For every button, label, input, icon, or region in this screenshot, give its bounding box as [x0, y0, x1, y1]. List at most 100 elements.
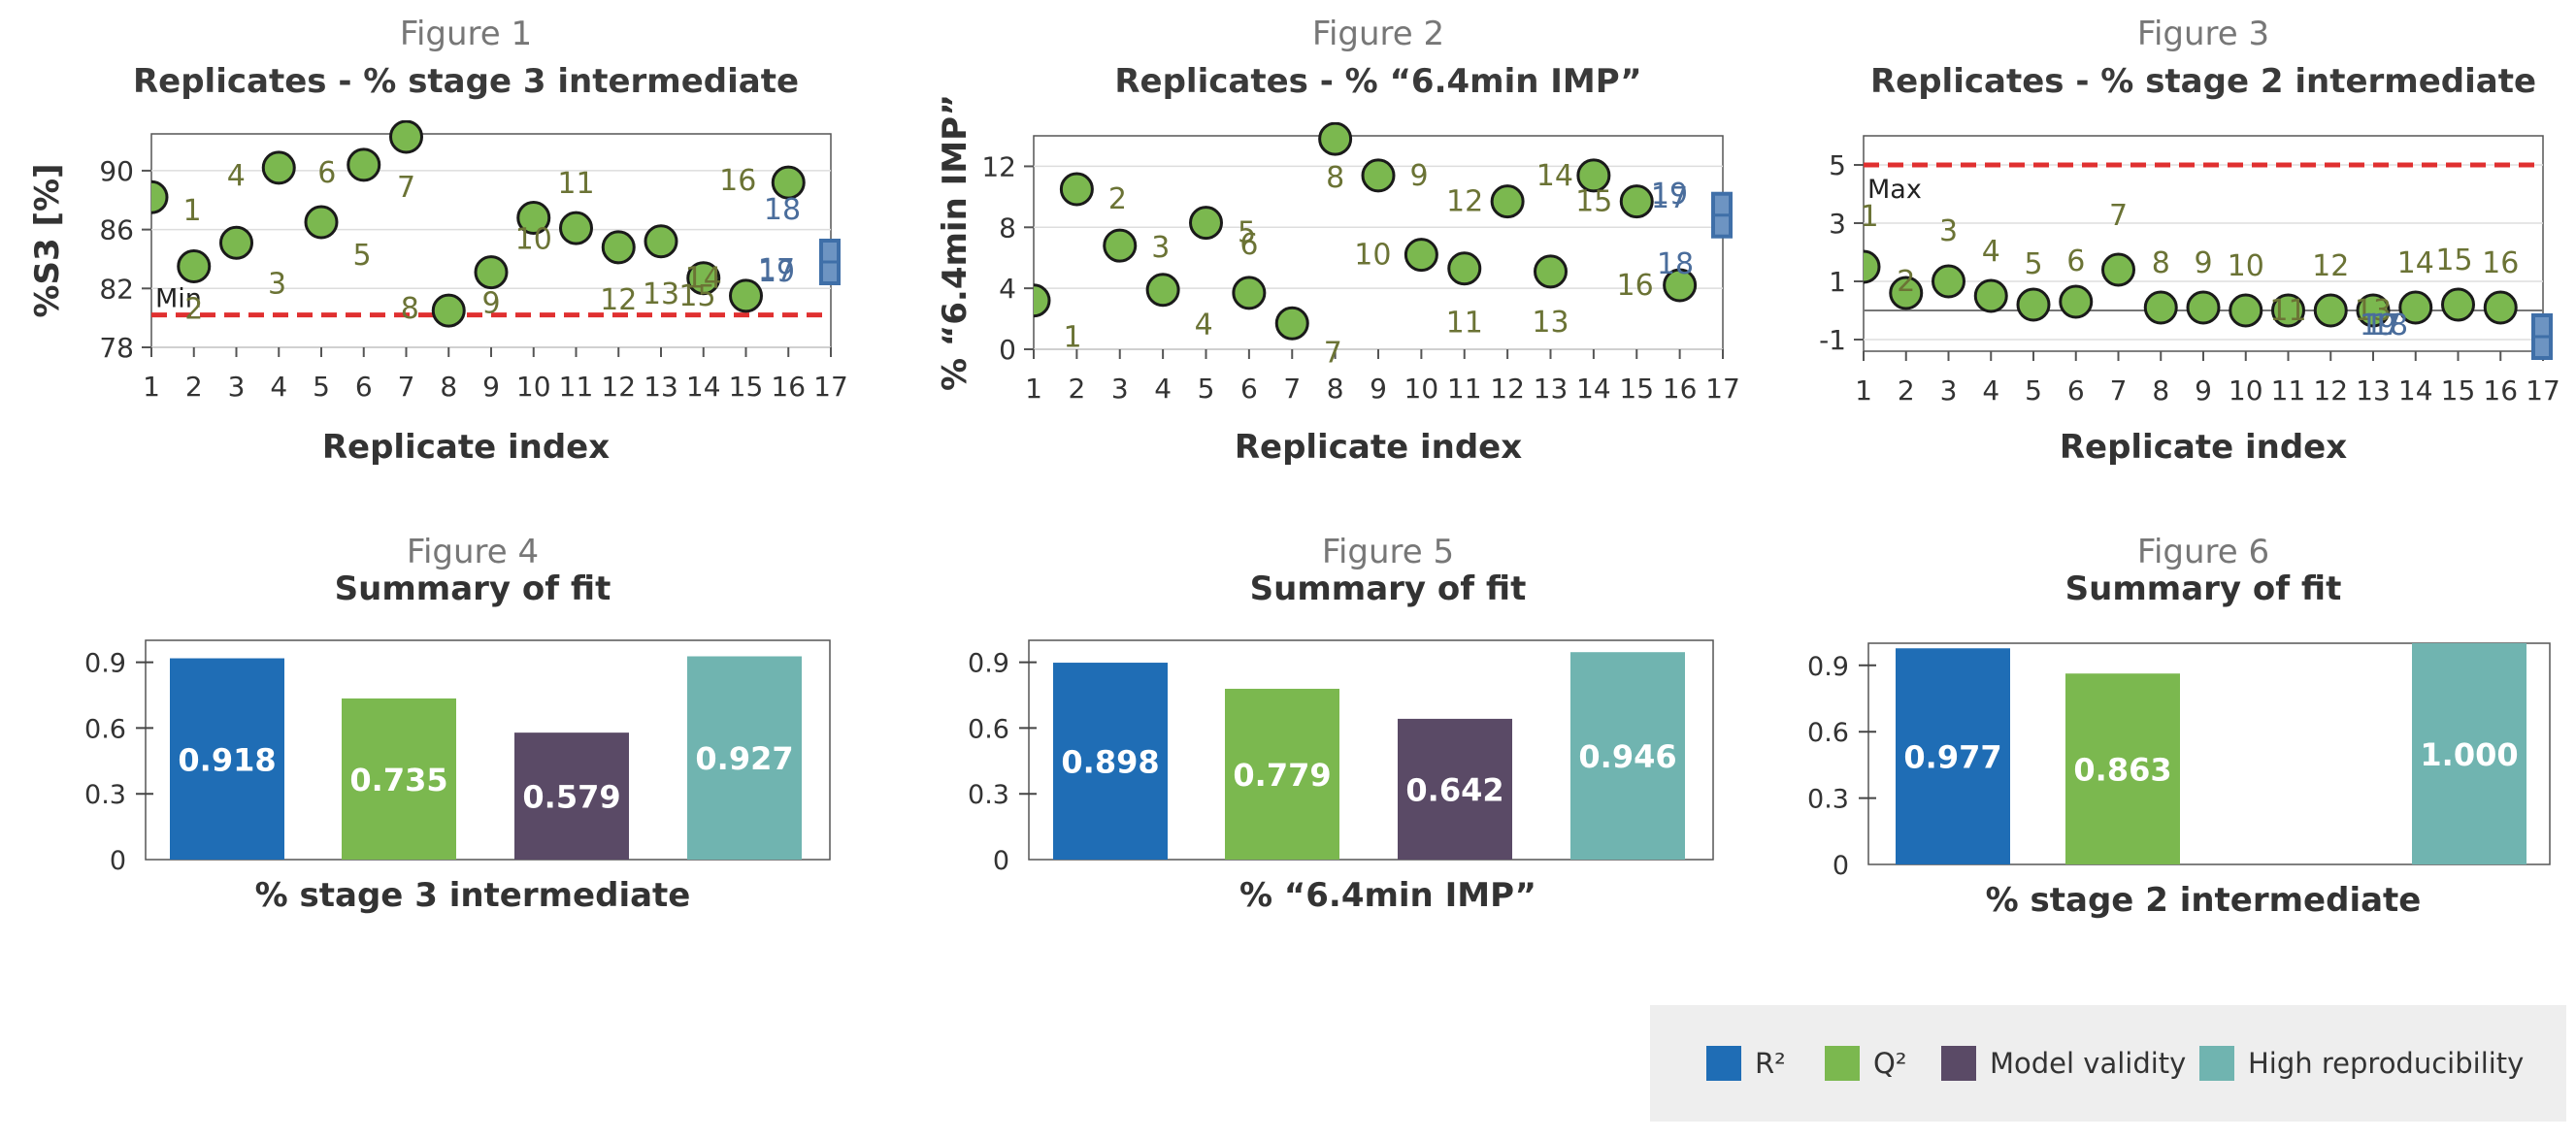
- x-tick-label: 6: [355, 371, 373, 403]
- y-tick-label: 0: [999, 334, 1016, 366]
- y-tick-label: 0.6: [968, 714, 1009, 744]
- x-axis-label: % “6.4min IMP”: [1239, 876, 1536, 915]
- point-label: 13: [643, 277, 679, 311]
- point-label: 3: [1939, 214, 1958, 248]
- y-tick-label: 0: [993, 846, 1009, 876]
- point-label: 17: [758, 253, 795, 287]
- bar-value-label: 0.977: [1903, 739, 2001, 776]
- y-tick-label: 1: [1829, 266, 1846, 298]
- bar-value-label: 1.000: [2420, 736, 2518, 773]
- data-point: [2186, 290, 2221, 325]
- data-point: [2143, 290, 2178, 325]
- bar-value-label: 0.579: [522, 779, 620, 816]
- figure-label: Figure 1: [400, 15, 532, 53]
- chart-title: Replicates - % stage 2 intermediate: [1870, 62, 2536, 101]
- data-point: [1973, 278, 2008, 313]
- point-label: 15: [678, 279, 715, 313]
- point-label: 1: [182, 194, 201, 228]
- x-tick-label: 8: [440, 371, 457, 403]
- point-label: 8: [1326, 161, 1344, 195]
- chart-title: Summary of fit: [2065, 570, 2342, 608]
- y-tick-label: 90: [99, 155, 134, 187]
- x-tick-label: 4: [1982, 374, 1999, 407]
- y-tick-label: 86: [99, 214, 134, 246]
- bar: [1225, 688, 1339, 860]
- figure-label: Figure 4: [407, 533, 539, 571]
- data-point: [2101, 252, 2135, 287]
- data-point: [2229, 293, 2263, 328]
- x-tick-label: 16: [771, 371, 806, 403]
- bar: [2412, 643, 2526, 864]
- point-label: 15: [2435, 244, 2472, 277]
- y-tick-label: 12: [981, 150, 1016, 182]
- data-point: [644, 224, 678, 259]
- x-tick-label: 9: [1370, 373, 1387, 405]
- y-tick-label: 0.3: [1807, 785, 1849, 815]
- x-tick-label: 11: [1447, 373, 1482, 405]
- data-point: [2059, 284, 2094, 319]
- data-point: [2398, 290, 2433, 325]
- data-point: [2356, 293, 2391, 328]
- x-tick-label: 2: [185, 371, 203, 403]
- x-axis-label: % stage 3 intermediate: [255, 876, 691, 915]
- x-tick-label: 8: [2152, 374, 2169, 407]
- point-label: 9: [481, 287, 500, 321]
- point-label: 19: [2360, 309, 2396, 342]
- point-label: 12: [2312, 249, 2349, 283]
- bar: [1398, 718, 1512, 860]
- point-label: 12: [600, 283, 637, 317]
- legend-item-r2: R²: [1706, 1042, 1786, 1085]
- limit-label: Min: [155, 284, 202, 314]
- point-label: 12: [1446, 185, 1483, 219]
- legend-label-model-validity: Model validity: [1990, 1047, 2187, 1080]
- point-label: 13: [1532, 306, 1569, 340]
- x-tick-label: 12: [601, 371, 636, 403]
- point-label: 5: [1238, 216, 1256, 250]
- x-tick-label: 7: [1283, 373, 1301, 405]
- data-point: [2271, 293, 2305, 328]
- point-label: 19: [758, 255, 795, 289]
- x-tick-label: 16: [2483, 374, 2518, 407]
- bar-value-label: 0.927: [695, 740, 793, 777]
- bar-value-label: 0.918: [178, 741, 276, 778]
- point-label: 7: [1324, 336, 1342, 370]
- point-label: 4: [227, 159, 246, 193]
- x-tick-label: 15: [2441, 374, 2476, 407]
- legend-label-r2: R²: [1755, 1047, 1786, 1080]
- figure-label: Figure 5: [1322, 533, 1454, 571]
- data-point: [729, 278, 763, 313]
- point-label: 2: [1897, 265, 1915, 299]
- x-tick-label: 8: [1327, 373, 1344, 405]
- y-tick-label: -1: [1819, 324, 1846, 356]
- point-label: 13: [2355, 294, 2392, 328]
- y-axis-label: %S3 [%]: [28, 163, 67, 317]
- point-label: 3: [1151, 231, 1170, 265]
- point-label: 18: [764, 193, 801, 227]
- data-point: [1932, 264, 1965, 299]
- data-point: [1361, 158, 1396, 193]
- x-tick-label: 5: [1198, 373, 1215, 405]
- point-label: 6: [2066, 244, 2085, 278]
- data-point: [219, 225, 253, 260]
- legend-item-model-validity: Model validity: [1941, 1042, 2186, 1085]
- bar: [342, 698, 456, 860]
- figure-label: Figure 2: [1312, 15, 1444, 53]
- points-layer: [151, 120, 806, 328]
- bar: [1570, 652, 1685, 860]
- point-label: 8: [2152, 246, 2170, 280]
- bar: [1896, 648, 2010, 864]
- x-tick-label: 3: [1940, 374, 1958, 407]
- bar-value-label: 0.735: [349, 762, 447, 798]
- point-label: 15: [1575, 185, 1612, 219]
- point-label: 17: [2364, 309, 2401, 342]
- legend: R² Q² Model validity High reproducibilit…: [1650, 1005, 2566, 1122]
- point-label: 14: [685, 262, 722, 296]
- data-point: [177, 249, 212, 284]
- x-tick-label: 10: [2229, 374, 2263, 407]
- bar-value-label: 0.898: [1061, 744, 1159, 781]
- x-tick-label: 11: [2271, 374, 2306, 407]
- bar-value-label: 0.946: [1578, 738, 1676, 775]
- point-label: 10: [2228, 249, 2264, 283]
